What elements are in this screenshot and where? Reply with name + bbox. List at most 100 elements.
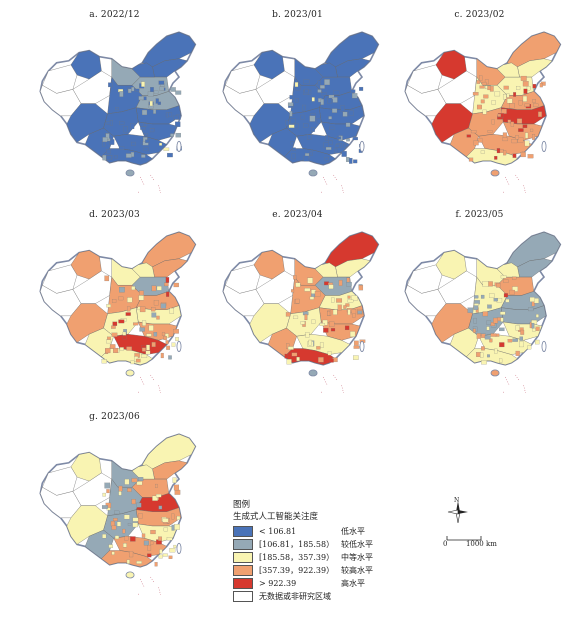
city-region	[493, 317, 498, 324]
city-region	[473, 328, 476, 333]
city-region	[332, 309, 338, 315]
city-region	[515, 135, 520, 140]
city-region	[482, 311, 489, 317]
city-region	[165, 277, 170, 283]
city-region	[477, 137, 483, 143]
map-panel-b: b. 2023/01	[205, 8, 390, 193]
province-region	[314, 62, 338, 78]
city-region	[491, 100, 496, 105]
city-region	[153, 109, 157, 114]
city-region	[481, 333, 486, 338]
legend-level: 较高水平	[341, 566, 373, 575]
city-region	[353, 159, 358, 164]
city-region	[118, 319, 125, 324]
city-region	[122, 331, 127, 336]
city-region	[173, 544, 177, 548]
city-region	[172, 477, 177, 483]
city-region	[175, 90, 182, 95]
city-region	[106, 304, 111, 308]
china-choropleth-map	[222, 231, 380, 393]
city-region	[174, 489, 181, 495]
city-region	[292, 147, 296, 151]
city-region	[291, 153, 296, 160]
city-region	[116, 521, 121, 527]
city-region	[122, 335, 127, 340]
city-region	[147, 91, 154, 97]
city-region	[162, 553, 168, 557]
province-region	[249, 303, 291, 343]
city-region	[286, 359, 292, 365]
north-arrow-icon	[447, 501, 468, 524]
province-region	[405, 84, 447, 117]
city-region	[132, 522, 138, 528]
city-region	[499, 358, 503, 363]
south-china-sea-boundary	[320, 374, 344, 393]
city-region	[127, 88, 132, 93]
city-region	[539, 82, 543, 88]
city-region	[118, 296, 124, 301]
city-region	[290, 118, 296, 124]
panel-label: b. 2023/01	[272, 10, 323, 20]
city-region	[522, 81, 529, 87]
city-region	[139, 327, 145, 332]
city-region	[357, 310, 363, 314]
city-region	[518, 100, 523, 106]
south-china-sea-boundary	[502, 374, 526, 393]
city-region	[141, 354, 148, 358]
city-region	[132, 322, 139, 326]
city-region	[105, 133, 110, 140]
city-region	[158, 536, 162, 541]
city-region	[288, 124, 295, 128]
city-region	[347, 309, 351, 315]
city-region	[513, 92, 517, 97]
city-region	[156, 315, 160, 320]
city-region	[505, 299, 510, 303]
city-region	[294, 82, 299, 87]
city-region	[122, 528, 126, 534]
city-region	[300, 321, 305, 325]
city-region	[506, 98, 513, 104]
taiwan-island	[176, 542, 182, 554]
legend-row-nodata: 无数据或非研究区域	[233, 590, 433, 603]
city-region	[519, 341, 524, 348]
city-region	[291, 352, 298, 357]
city-region	[481, 346, 485, 351]
city-region	[487, 354, 490, 358]
city-region	[141, 109, 148, 116]
city-region	[173, 328, 179, 334]
city-region	[142, 123, 148, 127]
city-region	[175, 132, 181, 138]
city-region	[527, 345, 532, 350]
city-region	[105, 348, 111, 354]
city-region	[524, 103, 530, 107]
legend-level: 低水平	[341, 527, 365, 536]
city-region	[157, 101, 161, 105]
scale-labels: 0 1000 km	[443, 540, 497, 548]
province-region	[284, 148, 336, 165]
legend-range: 无数据或非研究区域	[259, 592, 331, 601]
city-region	[125, 312, 131, 316]
city-region	[480, 294, 485, 299]
panel-label: c. 2023/02	[454, 10, 505, 20]
city-region	[516, 118, 523, 124]
city-region	[163, 336, 167, 341]
city-region	[515, 325, 520, 331]
legend-row-high: > 922.39 高水平	[233, 577, 433, 590]
city-region	[113, 347, 119, 353]
province-region	[66, 303, 108, 343]
city-region	[482, 109, 487, 115]
city-region	[319, 342, 324, 348]
city-region	[123, 543, 127, 548]
panel-label: e. 2023/04	[272, 210, 323, 220]
city-region	[519, 336, 523, 341]
legend-row-medium: [185.58，357.39） 中等水平	[233, 551, 433, 564]
city-region	[476, 333, 481, 339]
city-region	[529, 297, 535, 302]
taiwan-island	[359, 140, 365, 152]
city-region	[503, 279, 509, 283]
city-region	[473, 305, 479, 310]
city-region	[502, 137, 508, 142]
city-region	[533, 103, 539, 107]
city-region	[108, 82, 113, 88]
city-region	[327, 311, 331, 316]
